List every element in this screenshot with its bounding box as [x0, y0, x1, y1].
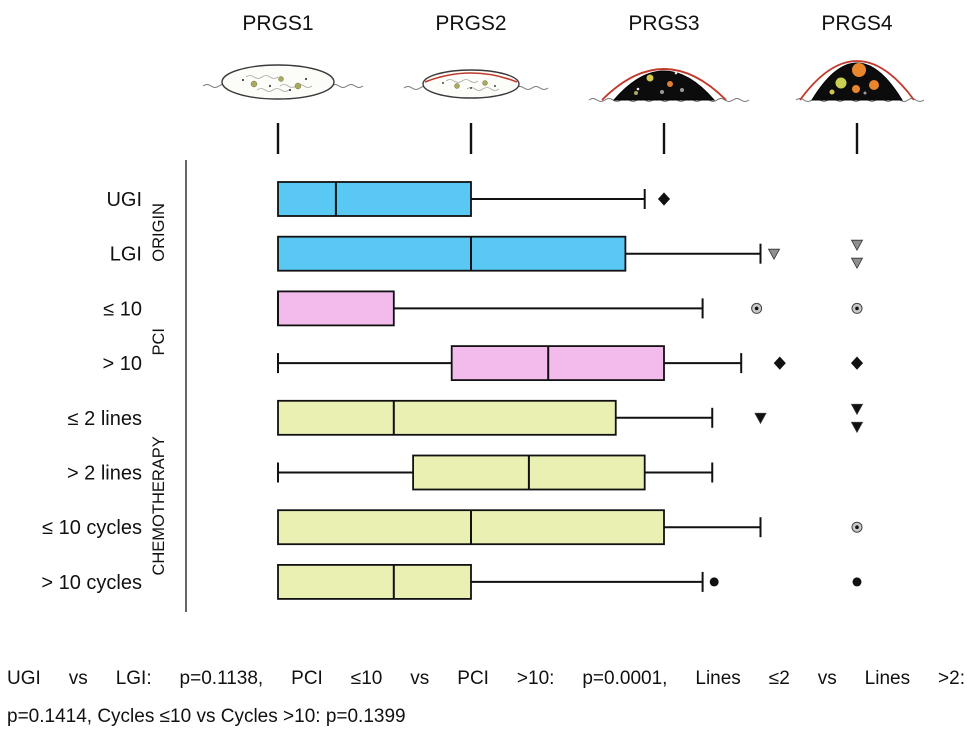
row-label: > 2 lines [67, 463, 142, 485]
peritoneum-line [445, 79, 479, 83]
outlier-circle-icon [709, 577, 719, 587]
boxplot-row-8: > 10 cycles [41, 564, 862, 600]
group-label-origin: ORIGIN [150, 203, 168, 262]
outlier-triangle-icon [850, 421, 864, 434]
outlier-circle-dot-center [855, 525, 859, 529]
boxplot-row-4: > 10 [103, 345, 864, 382]
box [277, 235, 627, 272]
box [277, 564, 472, 600]
flat-nodule-fibrosis-icon [202, 64, 364, 100]
row-label: ≤ 10 cycles [42, 517, 142, 539]
outlier-triangle-icon [850, 257, 864, 270]
column-header-prgs2: PRGS2 [435, 12, 506, 35]
outlier-diamond-icon [850, 356, 864, 370]
caption-line-1: UGI vs LGI: p=0.1138, PCI ≤10 vs PCI >10… [7, 668, 965, 689]
outlier-diamond-icon [773, 356, 786, 370]
row-label: > 10 [103, 353, 142, 375]
peritoneum-line [256, 88, 290, 92]
outlier-triangle-icon [850, 239, 864, 252]
row-label: LGI [110, 244, 142, 266]
boxplot-row-3: ≤ 10 [103, 290, 863, 327]
row-label: ≤ 2 lines [68, 408, 142, 430]
outlier-triangle-icon [767, 248, 781, 261]
outlier-circle-icon [852, 577, 862, 587]
box [277, 290, 395, 327]
outlier-circle-dot-center [855, 306, 859, 311]
flat-nodule-minor-tumor-icon [403, 69, 549, 99]
outlier-triangle-icon [754, 412, 767, 425]
outlier-circle-dot-center [754, 306, 759, 311]
box [450, 345, 665, 382]
box [277, 181, 472, 217]
column-header-prgs4: PRGS4 [821, 12, 893, 35]
boxplot-chart: PRGS1 PRGS2 PRGS3 PRGS4 UGI LGI ≤ 10 > 10 ≤ 2 li… [41, 12, 925, 612]
boxplot-row-5: ≤ 2 lines [68, 399, 864, 436]
outlier-diamond-icon [657, 192, 671, 206]
group-label-pci: PCI [150, 328, 168, 356]
raised-dark-nodule-tumor-icon [588, 68, 750, 102]
statistics-caption: UGI vs LGI: p=0.1138, PCI ≤10 vs PCI >10… [7, 660, 965, 736]
box [277, 399, 617, 436]
column-header-prgs3: PRGS3 [628, 12, 699, 35]
row-label: > 10 cycles [41, 572, 142, 594]
outlier-triangle-icon [850, 403, 864, 416]
group-label-chemotherapy: CHEMOTHERAPY [150, 436, 168, 575]
peritoneum-line [466, 87, 500, 91]
boxplot-row-6: > 2 lines [67, 454, 714, 491]
row-label: ≤ 10 [103, 298, 142, 320]
boxplot-row-7: ≤ 10 cycles [42, 509, 863, 546]
row-label: UGI [106, 189, 142, 211]
peritoneum-line [245, 75, 279, 79]
boxplot-row-2: LGI [110, 235, 864, 272]
caption-line-2: p=0.1414, Cycles ≤10 vs Cycles >10: p=0.… [7, 706, 406, 727]
raised-dark-nodule-vital-tumor-icon [795, 60, 925, 102]
column-header-prgs1: PRGS1 [242, 12, 313, 35]
boxplot-row-1: UGI [106, 181, 671, 217]
